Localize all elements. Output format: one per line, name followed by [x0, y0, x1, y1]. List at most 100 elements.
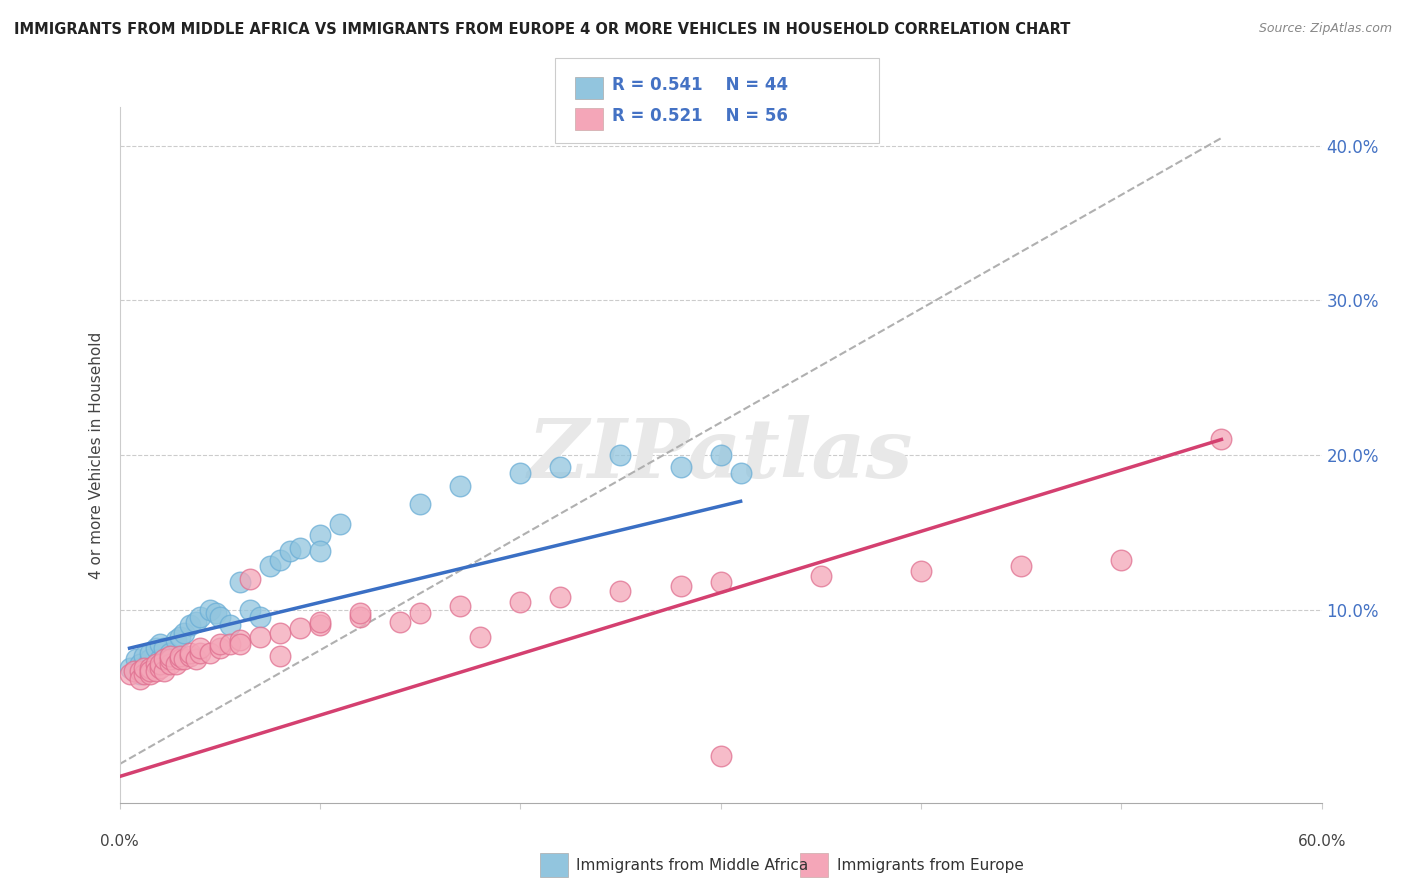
Point: [204, 606, 226, 620]
Point: [449, 479, 471, 493]
Point: [288, 621, 311, 635]
Point: [228, 574, 252, 589]
Point: [409, 497, 432, 511]
Point: [128, 672, 150, 686]
Text: 0.0%: 0.0%: [100, 834, 139, 849]
Point: [184, 652, 207, 666]
Point: [159, 646, 181, 660]
Point: [145, 657, 167, 671]
Point: [128, 661, 150, 675]
Point: [188, 646, 211, 660]
Point: [259, 559, 281, 574]
Point: [173, 652, 195, 666]
Text: R = 0.521    N = 56: R = 0.521 N = 56: [612, 107, 787, 125]
Point: [309, 543, 332, 558]
Point: [509, 595, 531, 609]
Point: [1010, 559, 1032, 574]
Text: IMMIGRANTS FROM MIDDLE AFRICA VS IMMIGRANTS FROM EUROPE 4 OR MORE VEHICLES IN HO: IMMIGRANTS FROM MIDDLE AFRICA VS IMMIGRA…: [14, 22, 1070, 37]
Point: [138, 652, 160, 666]
Point: [132, 648, 155, 663]
Point: [138, 665, 160, 679]
Point: [179, 648, 201, 663]
Point: [509, 467, 531, 481]
Point: [709, 749, 731, 764]
Point: [409, 606, 432, 620]
Point: [132, 665, 155, 679]
Point: [165, 633, 187, 648]
Point: [550, 590, 572, 604]
Point: [269, 625, 291, 640]
Point: [669, 579, 692, 593]
Point: [228, 633, 252, 648]
Point: [138, 661, 160, 675]
Point: [179, 618, 201, 632]
Point: [269, 648, 291, 663]
Text: Immigrants from Middle Africa: Immigrants from Middle Africa: [576, 858, 808, 872]
Point: [149, 657, 172, 671]
Point: [468, 631, 492, 645]
Text: Source: ZipAtlas.com: Source: ZipAtlas.com: [1258, 22, 1392, 36]
Point: [218, 636, 240, 650]
Point: [188, 610, 211, 624]
Point: [550, 460, 572, 475]
Point: [278, 543, 301, 558]
Point: [309, 615, 332, 629]
Point: [208, 641, 231, 656]
Point: [188, 641, 211, 656]
Point: [152, 641, 174, 656]
Point: [239, 572, 262, 586]
Point: [118, 661, 141, 675]
Point: [249, 610, 271, 624]
Point: [169, 652, 191, 666]
Point: [132, 661, 155, 675]
Point: [173, 625, 195, 640]
Text: Immigrants from Europe: Immigrants from Europe: [837, 858, 1024, 872]
Point: [609, 448, 631, 462]
Point: [179, 646, 201, 660]
Point: [159, 657, 181, 671]
Point: [198, 646, 221, 660]
Point: [349, 606, 371, 620]
Point: [208, 636, 231, 650]
Point: [145, 641, 167, 656]
Point: [169, 648, 191, 663]
Point: [349, 610, 371, 624]
Point: [309, 528, 332, 542]
Point: [228, 636, 252, 650]
Point: [152, 665, 174, 679]
Point: [249, 631, 271, 645]
Point: [124, 652, 146, 666]
Point: [169, 631, 191, 645]
Point: [149, 661, 172, 675]
Point: [730, 467, 752, 481]
Point: [208, 610, 231, 624]
Point: [309, 618, 332, 632]
Point: [145, 657, 167, 671]
Point: [152, 652, 174, 666]
Point: [239, 602, 262, 616]
Point: [145, 665, 167, 679]
Point: [669, 460, 692, 475]
Point: [449, 599, 471, 614]
Point: [184, 615, 207, 629]
Text: ZIPatlas: ZIPatlas: [527, 415, 914, 495]
Point: [218, 618, 240, 632]
Point: [709, 574, 731, 589]
Text: 60.0%: 60.0%: [1298, 834, 1346, 849]
Point: [122, 665, 145, 679]
Point: [198, 602, 221, 616]
Point: [132, 667, 155, 681]
Point: [159, 652, 181, 666]
Point: [128, 667, 150, 681]
Point: [118, 667, 141, 681]
Point: [609, 584, 631, 599]
Point: [1211, 433, 1233, 447]
Point: [388, 615, 412, 629]
Point: [329, 517, 352, 532]
Point: [165, 657, 187, 671]
Point: [810, 568, 832, 582]
Point: [159, 648, 181, 663]
Point: [149, 636, 172, 650]
Y-axis label: 4 or more Vehicles in Household: 4 or more Vehicles in Household: [89, 331, 104, 579]
Point: [269, 553, 291, 567]
